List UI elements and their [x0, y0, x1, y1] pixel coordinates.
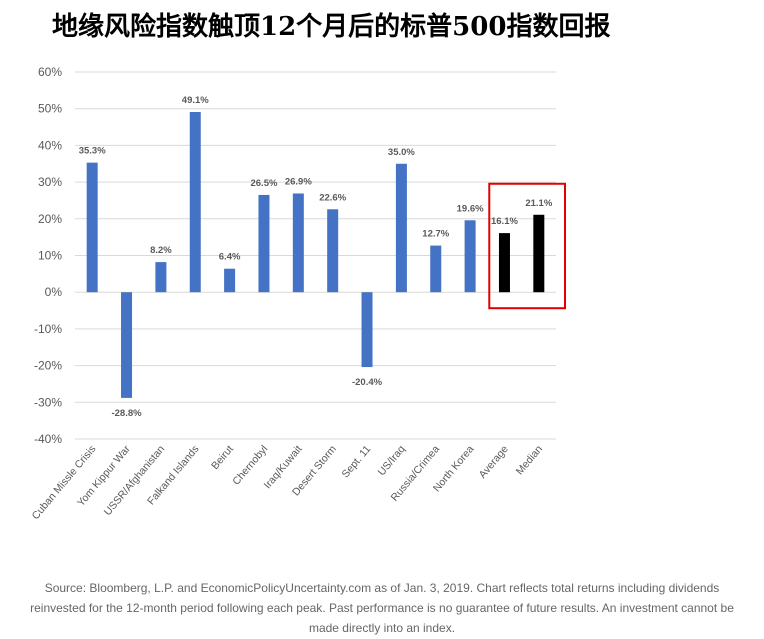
bars	[86, 112, 545, 398]
data-label: 8.2%	[150, 245, 172, 256]
data-label: 26.9%	[285, 176, 312, 187]
data-label: 6.4%	[219, 252, 241, 263]
data-label: 26.5%	[250, 178, 277, 189]
y-tick-label: 20%	[38, 212, 62, 226]
bar	[155, 262, 167, 293]
bar-chart: 60% 50% 40% 30% 20% 10% 0% -10% -20% -30% -40% 35.…	[30, 65, 566, 522]
y-tick-label: 60%	[38, 65, 62, 79]
data-label: 35.0%	[388, 147, 415, 158]
y-tick-label: 50%	[38, 102, 62, 116]
x-tick-label: US/Iraq	[376, 443, 408, 478]
bar	[86, 162, 98, 293]
bar	[121, 292, 133, 398]
x-tick-label: Cuban Missle Crisis	[30, 443, 99, 522]
x-tick-label: Beirut	[209, 443, 236, 472]
source-note: Source: Bloomberg, L.P. and EconomicPoli…	[30, 581, 734, 635]
bar	[395, 163, 407, 293]
bar	[327, 209, 339, 293]
data-label: 35.3%	[79, 146, 106, 157]
y-tick-label: -10%	[34, 322, 62, 336]
bar	[292, 193, 304, 293]
x-tick-label: USSR/Afghanistan	[102, 443, 168, 518]
bar	[224, 268, 236, 293]
data-label: 19.6%	[457, 203, 484, 214]
bar	[189, 112, 201, 293]
x-tick-label: Median	[514, 443, 545, 477]
y-tick-label: 40%	[38, 138, 62, 152]
data-label: 12.7%	[422, 229, 449, 240]
y-tick-label: 30%	[38, 175, 62, 189]
x-tick-label: Sept. 11	[339, 443, 373, 480]
y-tick-label: 0%	[45, 285, 63, 299]
y-tick-label: 10%	[38, 249, 62, 263]
bar	[533, 214, 545, 293]
highlight-group	[488, 182, 566, 310]
data-label: 22.6%	[319, 192, 346, 203]
data-label: -28.8%	[111, 408, 142, 419]
chart-title: 地缘风险指数触顶12个月后的标普500指数回报	[52, 12, 611, 42]
y-tick-label: -20%	[34, 359, 62, 373]
bar	[361, 292, 373, 368]
y-axis-tick-labels: 60% 50% 40% 30% 20% 10% 0% -10% -20% -30% -40%	[34, 65, 62, 446]
data-label: -20.4%	[352, 377, 383, 388]
data-labels: 35.3% -28.8% 8.2% 49.1% 6.4% 26.5% 26.9% 22.6% -…	[79, 95, 553, 419]
x-tick-label: Average	[477, 443, 511, 481]
y-tick-label: -40%	[34, 432, 62, 446]
data-label: 49.1%	[182, 95, 209, 106]
data-label: 21.1%	[525, 198, 552, 209]
gridlines	[75, 71, 556, 440]
data-label: 16.1%	[491, 216, 518, 227]
y-tick-label: -30%	[34, 395, 62, 409]
bar	[430, 245, 442, 293]
bar	[258, 194, 270, 293]
bar	[498, 233, 510, 293]
highlight-box	[488, 182, 566, 310]
bar	[464, 220, 476, 293]
